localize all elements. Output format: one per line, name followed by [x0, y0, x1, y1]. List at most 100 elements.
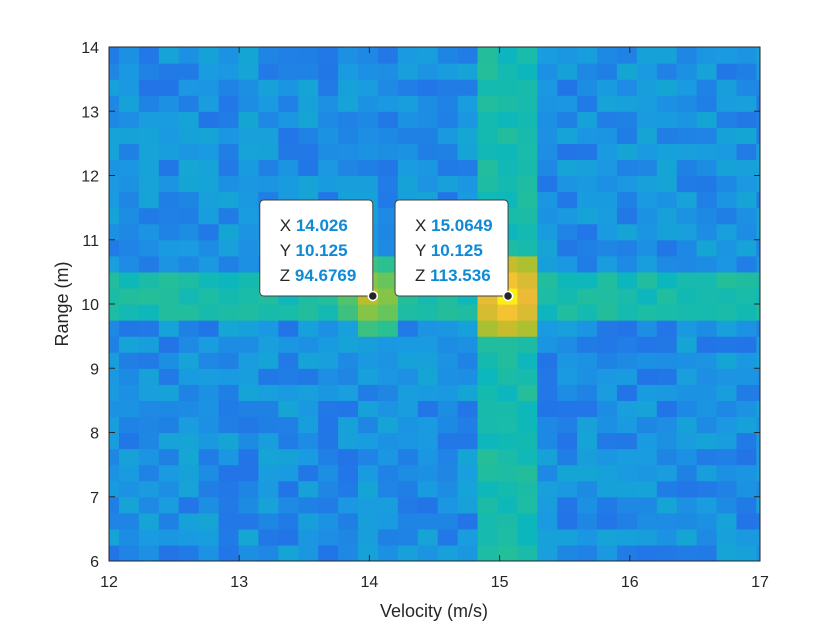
datatip-marker[interactable] — [502, 290, 514, 302]
heatmap-cell — [397, 416, 419, 434]
heatmap-cell — [258, 496, 279, 514]
heatmap-cell — [278, 159, 299, 177]
heatmap-cell — [517, 127, 538, 144]
heatmap-cell — [776, 400, 797, 417]
heatmap-cell — [537, 191, 558, 209]
heatmap-cell — [258, 320, 279, 337]
heatmap-cell — [756, 512, 760, 530]
heatmap-cell — [218, 320, 240, 337]
heatmap-cell — [597, 175, 618, 193]
heatmap-cell — [656, 159, 678, 177]
heatmap-cell — [636, 512, 658, 530]
heatmap-cell — [577, 304, 598, 321]
heatmap-cell — [716, 368, 738, 385]
heatmap-cell — [557, 496, 578, 514]
heatmap-cell — [696, 255, 718, 273]
heatmap-cell — [696, 480, 718, 498]
heatmap-cell — [537, 336, 558, 353]
heatmap-cell — [338, 159, 359, 177]
heatmap-cell — [397, 432, 419, 450]
x-tick-label: 14 — [361, 574, 379, 591]
datatip-key: Y — [415, 241, 431, 260]
heatmap-cell — [218, 384, 240, 401]
heatmap-cell — [258, 528, 279, 546]
heatmap-cell — [656, 111, 678, 128]
heatmap-cell — [158, 448, 180, 466]
heatmap-cell — [497, 464, 518, 482]
heatmap-cell — [477, 143, 499, 161]
heatmap-cell — [517, 352, 538, 369]
heatmap-cell — [198, 111, 220, 128]
heatmap-cell — [696, 352, 718, 369]
heatmap-cell — [198, 47, 220, 64]
heatmap-cell — [477, 528, 499, 546]
y-tick-label: 9 — [90, 361, 99, 378]
heatmap-cell — [577, 432, 598, 450]
heatmap-cell — [776, 288, 797, 305]
heatmap-cell — [497, 175, 518, 193]
heatmap-cell — [716, 271, 738, 289]
heatmap-cell — [537, 352, 558, 369]
heatmap-cell — [537, 304, 558, 321]
x-tick-label: 17 — [751, 574, 769, 591]
heatmap-cell — [218, 528, 240, 546]
heatmap-cell — [178, 432, 200, 450]
heatmap-cell — [358, 111, 379, 128]
heatmap-cell — [158, 255, 180, 273]
heatmap-cell — [557, 544, 578, 561]
heatmap-cell — [109, 255, 120, 273]
heatmap-cell — [656, 400, 678, 418]
heatmap-cell — [497, 448, 518, 466]
heatmap-cell — [477, 432, 499, 450]
heatmap-cell — [158, 223, 180, 241]
heatmap-cell — [517, 191, 538, 209]
heatmap-cell — [158, 239, 180, 257]
heatmap-cell — [676, 287, 698, 305]
heatmap-cell — [417, 79, 439, 96]
heatmap-cell — [656, 191, 678, 209]
heatmap-cell — [457, 448, 479, 466]
heatmap-cell — [537, 512, 558, 530]
heatmap-cell — [338, 368, 359, 385]
heatmap-cell — [497, 159, 518, 177]
heatmap-cell — [756, 143, 760, 161]
heatmap-cell — [517, 175, 538, 193]
heatmap-cell — [138, 320, 160, 337]
heatmap-cell — [597, 111, 618, 128]
heatmap-cell — [696, 384, 718, 401]
heatmap-cell — [158, 159, 180, 177]
heatmap-cell — [138, 304, 160, 321]
heatmap-cell — [437, 304, 459, 321]
heatmap-cell — [417, 400, 439, 418]
heatmap-cell — [178, 352, 200, 369]
heatmap-cell — [198, 239, 220, 257]
heatmap-cell — [178, 544, 200, 561]
heatmap-cell — [109, 400, 120, 418]
heatmap-cell — [238, 464, 259, 482]
heatmap-cell — [109, 448, 120, 466]
heatmap-cell — [278, 368, 299, 385]
heatmap-cell — [736, 191, 758, 209]
heatmap-cell — [278, 496, 299, 514]
heatmap-cell — [158, 143, 180, 161]
heatmap-cell — [577, 448, 598, 466]
heatmap-cell — [577, 95, 598, 112]
heatmap-cell — [118, 239, 140, 257]
heatmap-cell — [736, 368, 758, 385]
heatmap-cell — [636, 464, 658, 482]
heatmap-cell — [158, 191, 180, 209]
datatip-marker[interactable] — [367, 290, 379, 302]
heatmap-cell — [258, 95, 279, 112]
heatmap-cell — [577, 384, 598, 401]
heatmap-cell — [736, 384, 758, 401]
plot-area[interactable] — [99, 46, 797, 562]
heatmap-cell — [676, 384, 698, 401]
heatmap-cell — [109, 79, 120, 96]
heatmap-cell — [118, 336, 140, 353]
heatmap-cell — [597, 384, 618, 401]
heatmap-cell — [278, 432, 299, 450]
heatmap-cell — [636, 143, 658, 161]
heatmap-cell — [218, 352, 240, 369]
